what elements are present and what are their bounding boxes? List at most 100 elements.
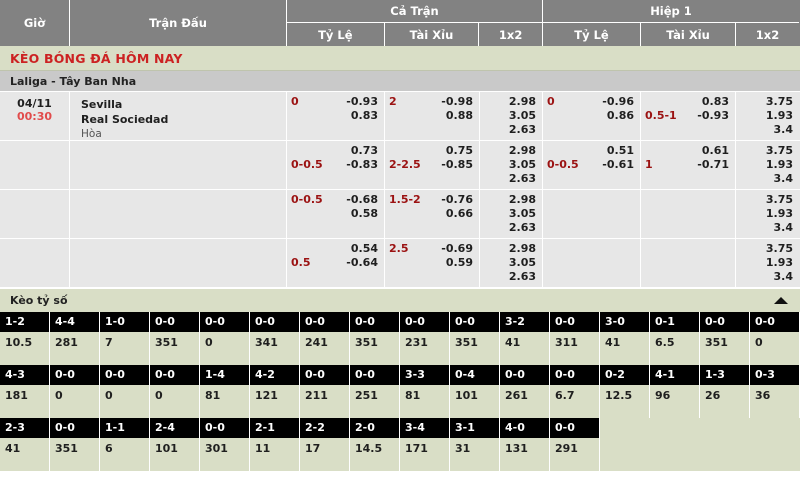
score-odd-cell[interactable]: 351 — [50, 438, 100, 471]
score-label-cell[interactable]: 1-2 — [0, 312, 50, 332]
score-odd-cell[interactable]: 281 — [50, 332, 100, 365]
score-label-cell[interactable]: 4-1 — [650, 365, 700, 385]
score-odd-cell[interactable]: 351 — [150, 332, 200, 365]
score-label-cell[interactable]: 0-0 — [450, 312, 500, 332]
league-row[interactable]: Laliga - Tây Ban Nha — [0, 71, 800, 92]
score-odd-cell[interactable]: 211 — [300, 385, 350, 418]
score-odd-cell[interactable]: 171 — [400, 438, 450, 471]
ht-overunder-cell[interactable]: 0.61 1 -0.71 — [641, 141, 736, 189]
match-teams-cell[interactable] — [70, 239, 287, 287]
ft-overunder-cell[interactable]: 2 -0.98 0.88 — [385, 92, 480, 140]
ht-1x2-cell[interactable]: 3.75 1.93 3.4 — [736, 190, 799, 238]
score-odd-cell[interactable]: 12.5 — [600, 385, 650, 418]
score-label-cell[interactable]: 0-0 — [200, 312, 250, 332]
score-label-cell[interactable]: 0-0 — [550, 418, 600, 438]
score-label-cell[interactable]: 0-1 — [650, 312, 700, 332]
score-odd-cell[interactable]: 351 — [700, 332, 750, 365]
score-odd-cell[interactable]: 261 — [500, 385, 550, 418]
score-label-cell[interactable]: 3-0 — [600, 312, 650, 332]
score-odd-cell[interactable]: 7 — [100, 332, 150, 365]
ft-overunder-cell[interactable]: 2.5 -0.69 0.59 — [385, 239, 480, 287]
score-label-cell[interactable]: 0-0 — [250, 312, 300, 332]
score-label-cell[interactable]: 4-3 — [0, 365, 50, 385]
score-odd-cell[interactable]: 311 — [550, 332, 600, 365]
ht-1x2-cell[interactable]: 3.75 1.93 3.4 — [736, 141, 799, 189]
score-label-cell[interactable]: 1-1 — [100, 418, 150, 438]
score-odd-cell[interactable]: 101 — [450, 385, 500, 418]
score-odd-cell[interactable]: 181 — [0, 385, 50, 418]
ft-1x2-cell[interactable]: 2.98 3.05 2.63 — [480, 190, 543, 238]
score-label-cell[interactable]: 0-0 — [200, 418, 250, 438]
score-label-cell[interactable]: 2-1 — [250, 418, 300, 438]
ft-1x2-cell[interactable]: 2.98 3.05 2.63 — [480, 239, 543, 287]
ht-handicap-cell[interactable]: 0 -0.96 0.86 — [543, 92, 641, 140]
score-label-cell[interactable]: 0-0 — [350, 312, 400, 332]
score-odd-cell[interactable]: 6.7 — [550, 385, 600, 418]
score-label-cell[interactable]: 3-2 — [500, 312, 550, 332]
score-odd-cell[interactable]: 36 — [750, 385, 800, 418]
score-odd-cell[interactable]: 231 — [400, 332, 450, 365]
score-odd-cell[interactable]: 0 — [150, 385, 200, 418]
score-label-cell[interactable]: 2-2 — [300, 418, 350, 438]
ft-overunder-cell[interactable]: 0.75 2-2.5 -0.85 — [385, 141, 480, 189]
score-odd-cell[interactable]: 131 — [500, 438, 550, 471]
ft-handicap-cell[interactable]: 0 -0.93 0.83 — [287, 92, 385, 140]
ft-handicap-cell[interactable]: 0-0.5 -0.68 0.58 — [287, 190, 385, 238]
score-odd-cell[interactable]: 121 — [250, 385, 300, 418]
score-label-cell[interactable]: 0-0 — [300, 312, 350, 332]
score-label-cell[interactable]: 0-0 — [550, 365, 600, 385]
ft-overunder-cell[interactable]: 1.5-2 -0.76 0.66 — [385, 190, 480, 238]
ht-overunder-cell[interactable]: 0.83 0.5-1 -0.93 — [641, 92, 736, 140]
score-odd-cell[interactable]: 351 — [350, 332, 400, 365]
score-label-cell[interactable]: 3-3 — [400, 365, 450, 385]
match-teams-cell[interactable] — [70, 190, 287, 238]
score-label-cell[interactable]: 0-0 — [500, 365, 550, 385]
score-odd-cell[interactable]: 351 — [450, 332, 500, 365]
score-odd-cell[interactable]: 31 — [450, 438, 500, 471]
score-odd-cell[interactable]: 101 — [150, 438, 200, 471]
score-label-cell[interactable]: 2-0 — [350, 418, 400, 438]
score-odd-cell[interactable]: 17 — [300, 438, 350, 471]
score-odd-cell[interactable]: 41 — [600, 332, 650, 365]
score-odd-cell[interactable]: 341 — [250, 332, 300, 365]
score-label-cell[interactable]: 0-0 — [50, 365, 100, 385]
score-label-cell[interactable]: 2-4 — [150, 418, 200, 438]
score-label-cell[interactable]: 1-0 — [100, 312, 150, 332]
score-odd-cell[interactable]: 14.5 — [350, 438, 400, 471]
score-odd-cell[interactable]: 251 — [350, 385, 400, 418]
score-odd-cell[interactable]: 6 — [100, 438, 150, 471]
score-odd-cell[interactable]: 96 — [650, 385, 700, 418]
score-odd-cell[interactable]: 41 — [0, 438, 50, 471]
score-label-cell[interactable]: 0-0 — [550, 312, 600, 332]
ht-1x2-cell[interactable]: 3.75 1.93 3.4 — [736, 92, 799, 140]
score-label-cell[interactable]: 3-4 — [400, 418, 450, 438]
score-label-cell[interactable]: 0-0 — [350, 365, 400, 385]
triangle-up-icon[interactable] — [774, 297, 788, 304]
score-odd-cell[interactable]: 26 — [700, 385, 750, 418]
score-odd-cell[interactable]: 0 — [750, 332, 800, 365]
score-odd-cell[interactable]: 0 — [200, 332, 250, 365]
score-odd-cell[interactable]: 0 — [50, 385, 100, 418]
score-label-cell[interactable]: 4-4 — [50, 312, 100, 332]
score-label-cell[interactable]: 0-2 — [600, 365, 650, 385]
ft-handicap-cell[interactable]: 0.73 0-0.5 -0.83 — [287, 141, 385, 189]
score-odd-cell[interactable]: 301 — [200, 438, 250, 471]
score-label-cell[interactable]: 0-0 — [50, 418, 100, 438]
match-teams-cell[interactable] — [70, 141, 287, 189]
score-odd-cell[interactable]: 6.5 — [650, 332, 700, 365]
score-label-cell[interactable]: 0-3 — [750, 365, 800, 385]
match-teams-cell[interactable]: Sevilla Real Sociedad Hòa — [70, 92, 287, 140]
score-label-cell[interactable]: 0-4 — [450, 365, 500, 385]
score-odd-cell[interactable]: 11 — [250, 438, 300, 471]
score-label-cell[interactable]: 3-1 — [450, 418, 500, 438]
ht-handicap-cell[interactable]: 0.51 0-0.5 -0.61 — [543, 141, 641, 189]
score-label-cell[interactable]: 0-0 — [100, 365, 150, 385]
score-odd-cell[interactable]: 241 — [300, 332, 350, 365]
score-label-cell[interactable]: 4-2 — [250, 365, 300, 385]
ft-1x2-cell[interactable]: 2.98 3.05 2.63 — [480, 141, 543, 189]
score-label-cell[interactable]: 0-0 — [300, 365, 350, 385]
score-label-cell[interactable]: 0-0 — [750, 312, 800, 332]
score-odd-cell[interactable]: 81 — [400, 385, 450, 418]
score-label-cell[interactable]: 0-0 — [150, 312, 200, 332]
score-label-cell[interactable]: 0-0 — [150, 365, 200, 385]
